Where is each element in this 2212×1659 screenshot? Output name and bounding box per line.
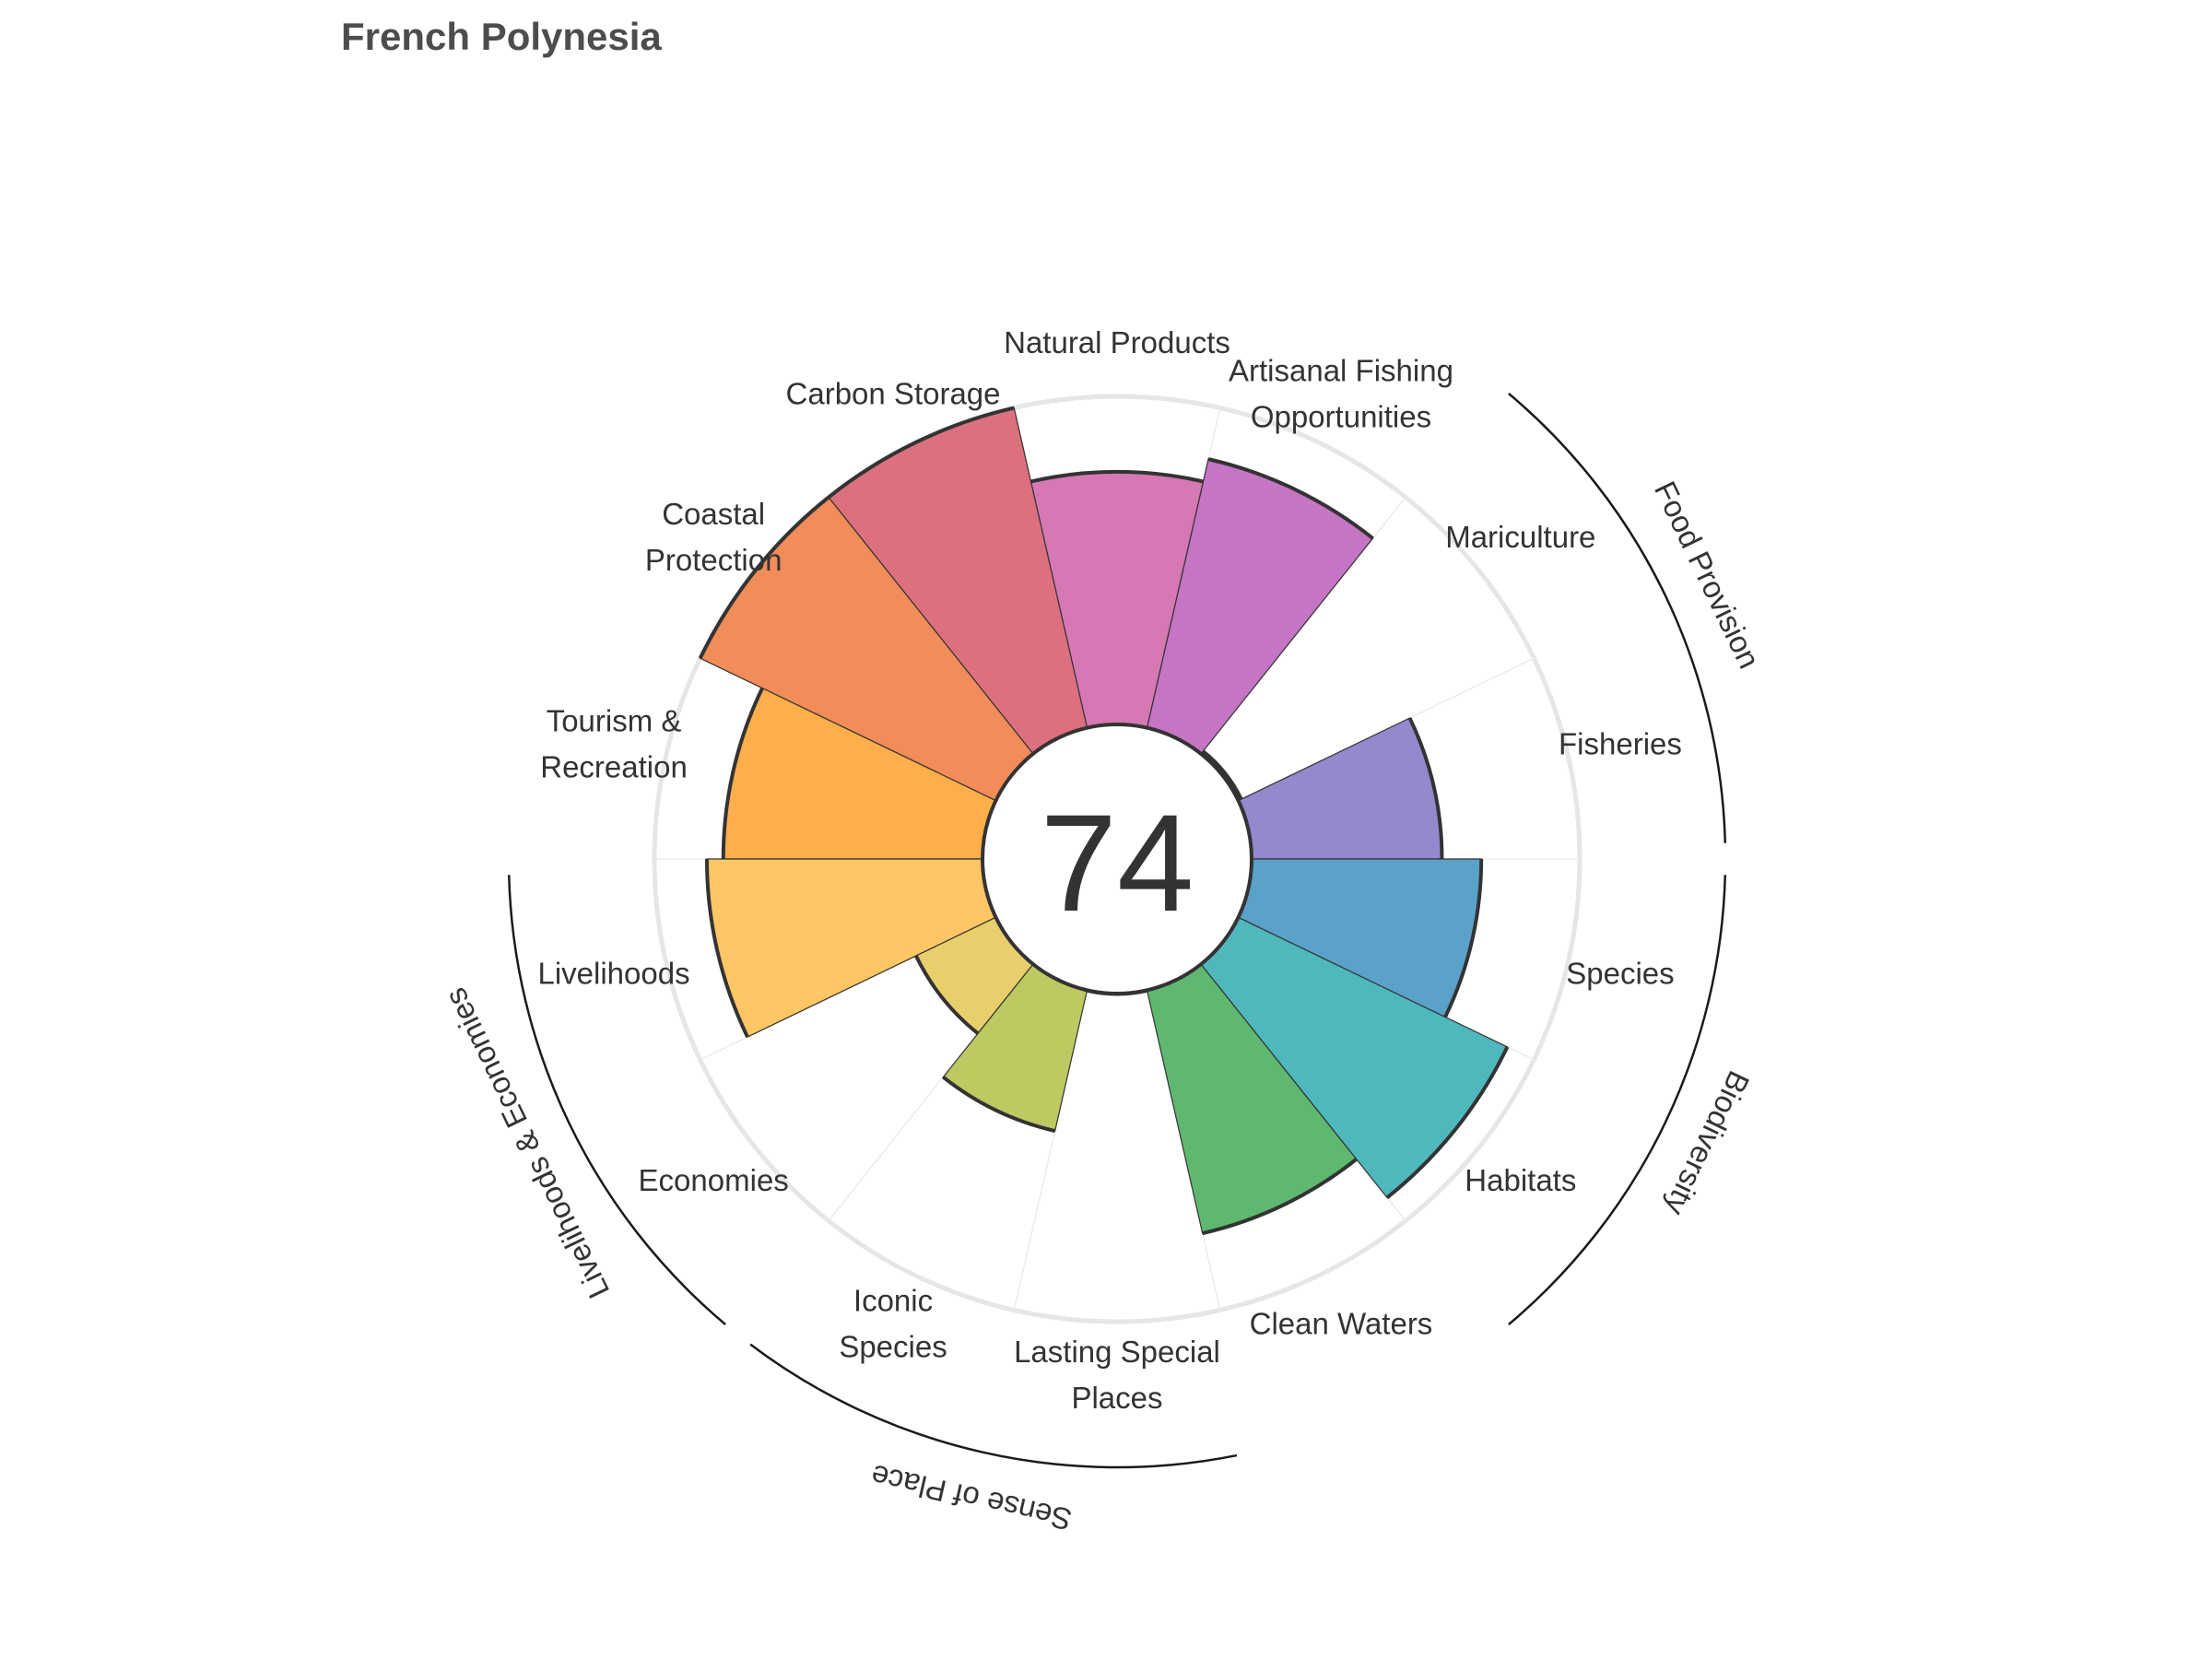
petal-outline xyxy=(704,858,749,1038)
petal-outline xyxy=(914,955,980,1035)
goal-label: Tourism & xyxy=(547,703,682,737)
group-arc xyxy=(1508,875,1727,1326)
group-1: Biodiversity xyxy=(1508,875,1757,1326)
petal-outline xyxy=(721,687,764,860)
group-arc xyxy=(507,875,726,1326)
petal-outline xyxy=(1385,1046,1510,1199)
goal-label: Fisheries xyxy=(1559,726,1682,760)
chart-title: French Polynesia xyxy=(341,15,662,58)
goal-label: Places xyxy=(1071,1381,1162,1415)
goal-label: Lasting Special xyxy=(1014,1335,1220,1369)
petal-outline xyxy=(827,406,1015,500)
petal-outline xyxy=(1202,1158,1358,1236)
petal-outline xyxy=(1443,858,1484,1018)
label-layer: Fisheries Mariculture Artisanal Fishing Opp… xyxy=(537,325,1681,1415)
goal-label: Species xyxy=(839,1330,947,1364)
petal-fill xyxy=(1237,717,1443,860)
goal-label: Economies xyxy=(639,1163,789,1197)
group-0: Food Provision xyxy=(1508,392,1767,843)
group-2: Sense of Place xyxy=(749,1343,1238,1537)
petal-outline xyxy=(1202,749,1243,800)
goal-label: Livelihoods xyxy=(537,957,689,991)
petal-outline xyxy=(698,495,830,660)
goal-label: Natural Products xyxy=(1004,325,1230,359)
group-3: Livelihoods & Economies xyxy=(438,875,726,1326)
goal-label: Mariculture xyxy=(1445,520,1595,554)
group-label: Livelihoods & Economies xyxy=(438,982,616,1303)
group-arc xyxy=(749,1343,1238,1469)
group-label: Food Provision xyxy=(1648,476,1767,673)
goal-label: Protection xyxy=(645,543,782,577)
petal-2 xyxy=(1146,457,1374,755)
petal-outline xyxy=(1030,469,1204,484)
goal-label: Iconic xyxy=(853,1284,933,1318)
center-circle xyxy=(981,723,1253,995)
goal-label: Opportunities xyxy=(1251,399,1431,433)
goal-label: Recreation xyxy=(540,749,688,783)
petal-0 xyxy=(1237,717,1444,860)
petal-outline xyxy=(1407,717,1444,860)
petal-layer xyxy=(698,406,1510,1236)
goal-label: Species xyxy=(1566,957,1674,991)
goal-label: Habitats xyxy=(1465,1163,1576,1197)
goal-label: Artisanal Fishing xyxy=(1229,353,1453,387)
group-label: Sense of Place xyxy=(868,1458,1076,1536)
goal-label: Carbon Storage xyxy=(786,376,1001,410)
center-score: 74 xyxy=(1041,785,1194,940)
group-label: Biodiversity xyxy=(1658,1065,1757,1221)
petal-outline xyxy=(1207,457,1374,540)
group-arc xyxy=(1508,392,1727,843)
goal-label: Clean Waters xyxy=(1250,1307,1433,1341)
goal-label: Coastal xyxy=(662,497,765,531)
petal-outline xyxy=(942,1076,1056,1133)
